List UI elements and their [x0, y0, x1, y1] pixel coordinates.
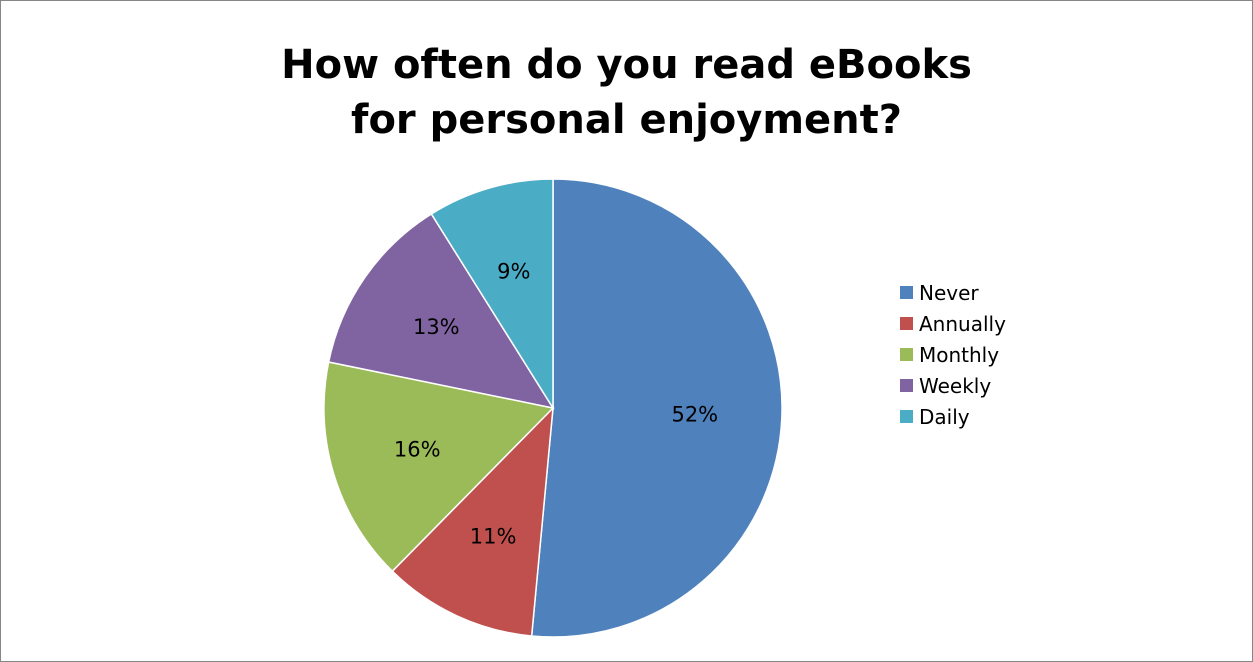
legend-label-weekly: Weekly [919, 373, 992, 398]
pie-slice-daily [430, 178, 554, 411]
legend-item-monthly: Monthly [900, 339, 1100, 370]
legend-label-never: Never [919, 280, 979, 305]
legend-swatch-monthly [900, 348, 913, 361]
pie-slice-annually [391, 405, 554, 637]
pie-slice-monthly [323, 361, 555, 573]
legend-item-never: Never [900, 277, 1100, 308]
chart-title-line-1: How often do you read eBooks [281, 42, 972, 88]
legend-swatch-annually [900, 317, 913, 330]
pie-slice-weekly [327, 212, 555, 410]
legend-label-daily: Daily [919, 404, 970, 429]
legend-item-daily: Daily [900, 401, 1100, 432]
legend-swatch-never [900, 286, 913, 299]
data-label-daily: 9% [497, 260, 530, 284]
legend: Never Annually Monthly Weekly Daily [900, 277, 1100, 432]
legend-label-monthly: Monthly [919, 342, 1000, 367]
legend-swatch-weekly [900, 379, 913, 392]
data-label-weekly: 13% [413, 315, 460, 339]
data-label-annually: 11% [470, 525, 517, 549]
legend-swatch-daily [900, 410, 913, 423]
legend-label-annually: Annually [919, 311, 1006, 336]
chart-title-line-2: for personal enjoyment? [351, 97, 902, 143]
data-label-never: 52% [671, 403, 718, 427]
chart-title: How often do you read eBooks for persona… [0, 38, 1253, 148]
legend-item-annually: Annually [900, 308, 1100, 339]
pie-data-labels: 52% 11% 16% 13% 9% [394, 260, 718, 549]
pie-slice-never [530, 178, 783, 638]
data-label-monthly: 16% [394, 437, 441, 461]
pie-slices [323, 178, 783, 638]
legend-item-weekly: Weekly [900, 370, 1100, 401]
